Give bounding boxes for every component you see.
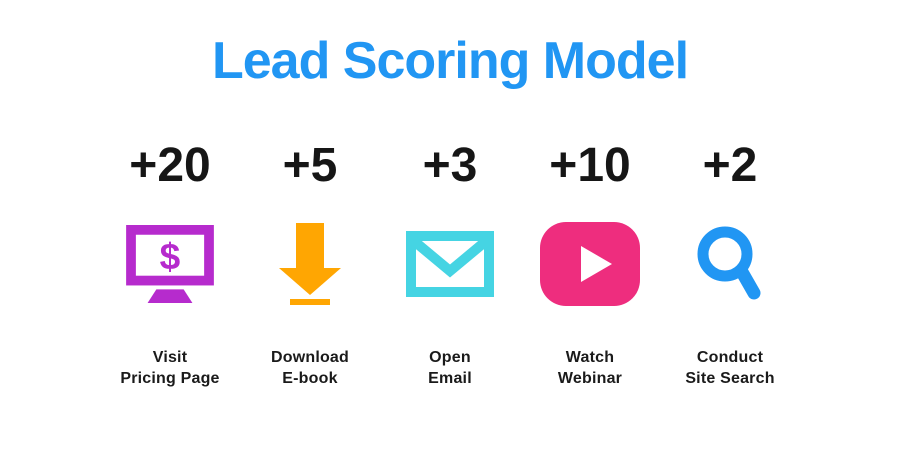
action-label-line2: Pricing Page	[120, 370, 220, 388]
action-label: Conduct Site Search	[685, 348, 774, 390]
arrow-base-bar-shape	[290, 299, 330, 306]
play-video-icon	[540, 222, 640, 307]
download-arrow-icon	[279, 218, 341, 310]
site-search-icon	[697, 218, 763, 310]
action-label-line2: Email	[428, 370, 472, 388]
score-columns: +20 $ Visit Pricing Page +5	[100, 140, 800, 390]
score-value: +20	[129, 139, 211, 193]
pricing-monitor-icon: $	[126, 225, 214, 304]
action-label-line2: E-book	[282, 370, 338, 388]
arrow-head-shape	[279, 268, 341, 296]
score-value: +3	[422, 139, 478, 193]
score-column-open-email: +3 Open Email	[380, 140, 520, 390]
score-value: +5	[282, 139, 338, 193]
score-value: +10	[549, 139, 631, 193]
magnifier-lens-shape	[697, 226, 753, 282]
action-label: Watch Webinar	[558, 348, 622, 390]
action-label-line2: Webinar	[557, 370, 623, 388]
action-label: Download E-book	[271, 348, 349, 390]
action-label: Visit Pricing Page	[120, 348, 219, 390]
site-search-icon	[697, 226, 761, 300]
email-envelope-icon	[406, 231, 494, 298]
email-envelope-icon	[406, 218, 494, 310]
score-column-conduct-site-search: +2 Conduct Site Search	[660, 140, 800, 390]
action-label-line1: Conduct	[696, 349, 764, 367]
score-column-visit-pricing-page: +20 $ Visit Pricing Page	[100, 140, 240, 390]
action-label-line2: Site Search	[685, 370, 775, 388]
action-label-line1: Visit	[152, 349, 188, 367]
play-triangle-shape	[581, 246, 612, 283]
arrow-shaft-shape	[296, 223, 324, 269]
action-label-line1: Watch	[565, 349, 615, 367]
magnifier-handle-shape	[735, 265, 761, 300]
action-label: Open Email	[428, 348, 472, 390]
pricing-monitor-icon: $	[126, 218, 214, 310]
action-label-line1: Open	[429, 349, 471, 367]
score-column-watch-webinar: +10 Watch Webinar	[520, 140, 660, 390]
envelope-body-shape	[406, 231, 494, 298]
page-title: Lead Scoring Model	[211, 32, 689, 90]
score-value: +2	[702, 139, 758, 193]
monitor-screen-shape	[126, 225, 214, 286]
score-column-download-ebook: +5 Download E-book	[240, 140, 380, 390]
download-arrow-icon	[279, 223, 341, 306]
play-video-icon	[540, 218, 640, 310]
action-label-line1: Download	[270, 349, 350, 367]
envelope-flap-shape	[410, 237, 490, 278]
monitor-stand-shape	[147, 289, 193, 304]
dollar-sign-glyph: $	[160, 235, 181, 277]
